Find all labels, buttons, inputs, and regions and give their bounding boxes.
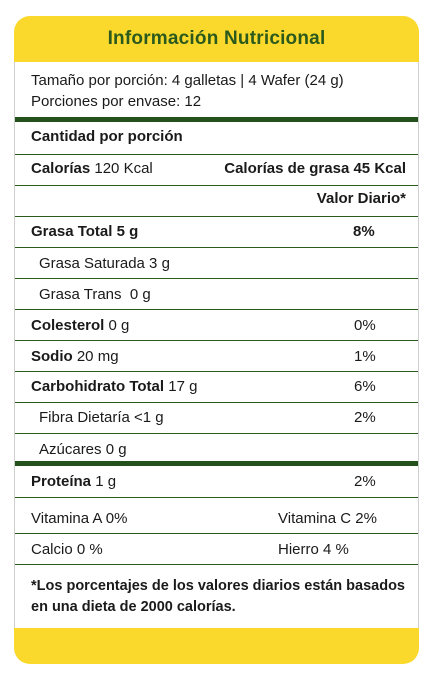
vitamin-a: Vitamina A 0%: [31, 510, 128, 527]
separator: [15, 402, 418, 403]
separator: [15, 340, 418, 341]
separator: [15, 533, 418, 534]
carbohydrate-label: Carbohidrato Total: [31, 378, 165, 395]
panel-title: Información Nutricional: [107, 28, 326, 49]
separator: [15, 433, 418, 434]
protein-row: Proteína 1 g: [31, 473, 116, 490]
vitamin-c: Vitamina C 2%: [278, 510, 377, 527]
protein-label: Proteína: [31, 473, 92, 490]
trans-fat-label: Grasa Trans 0 g: [39, 286, 151, 303]
calories-row: Calorías 120 Kcal: [31, 160, 153, 177]
footnote: *Los porcentajes de los valores diarios …: [31, 578, 405, 615]
serving-size: Tamaño por porción: 4 galletas | 4 Wafer…: [31, 72, 344, 89]
separator: [15, 309, 418, 310]
cholesterol-dv: 0%: [354, 317, 376, 334]
servings-per-container: Porciones por envase: 12: [31, 93, 202, 110]
sugars-label: Azúcares 0 g: [39, 441, 127, 458]
separator: [15, 247, 418, 248]
calories-value: 120 Kcal: [94, 160, 153, 177]
fiber-dv: 2%: [354, 409, 376, 426]
amount-per-serving-header: Cantidad por porción: [31, 128, 183, 145]
protein-dv: 2%: [354, 473, 376, 490]
carbohydrate-row: Carbohidrato Total 17 g: [31, 378, 197, 395]
fiber-label: Fibra Dietaría <1 g: [39, 409, 164, 426]
sodium-dv: 1%: [354, 348, 376, 365]
cholesterol-label: Colesterol: [31, 317, 105, 334]
carbohydrate-dv: 6%: [354, 378, 376, 395]
protein-amount: 1 g: [95, 473, 117, 490]
separator-thick: [15, 461, 418, 466]
saturated-fat-label: Grasa Saturada 3 g: [39, 255, 170, 272]
sodium-row: Sodio 20 mg: [31, 348, 119, 365]
panel-body: Tamaño por porción: 4 galletas | 4 Wafer…: [14, 62, 419, 628]
calories-label: Calorías: [31, 160, 91, 177]
header-bar: Información Nutricional: [14, 16, 419, 62]
separator: [15, 371, 418, 372]
sodium-amount: 20 mg: [76, 348, 119, 365]
separator: [15, 497, 418, 498]
separator: [15, 154, 418, 155]
separator: [15, 216, 418, 217]
separator: [15, 564, 418, 565]
carbohydrate-amount: 17 g: [168, 378, 198, 395]
footer-bar: [14, 628, 419, 664]
total-fat-label: Grasa Total 5 g: [31, 223, 139, 240]
calcium: Calcio 0 %: [31, 541, 103, 558]
fat-calories: Calorías de grasa 45 Kcal: [224, 160, 406, 177]
separator-thick: [15, 117, 418, 122]
cholesterol-amount: 0 g: [108, 317, 130, 334]
sodium-label: Sodio: [31, 348, 73, 365]
iron: Hierro 4 %: [278, 541, 349, 558]
daily-value-header: Valor Diario*: [316, 190, 406, 207]
nutrition-facts-panel: Información Nutricional Tamaño por porci…: [14, 16, 419, 664]
cholesterol-row: Colesterol 0 g: [31, 317, 129, 334]
total-fat-dv: 8%: [353, 223, 375, 240]
separator: [15, 185, 418, 186]
separator: [15, 278, 418, 279]
